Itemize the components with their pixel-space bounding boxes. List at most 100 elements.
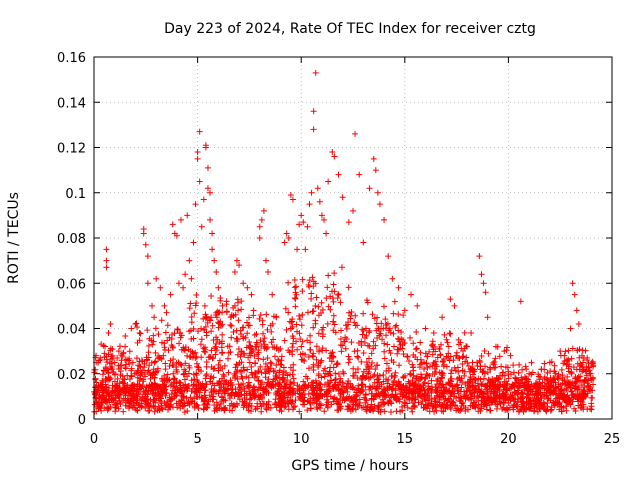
data-point xyxy=(219,349,226,356)
data-point xyxy=(205,398,212,405)
data-point xyxy=(526,370,533,377)
data-point xyxy=(345,219,352,226)
data-point xyxy=(439,314,446,321)
data-point xyxy=(204,185,211,192)
data-point xyxy=(112,404,119,411)
data-point xyxy=(464,379,471,386)
data-point xyxy=(221,387,228,394)
data-point xyxy=(202,311,209,318)
data-point xyxy=(92,366,99,373)
data-point xyxy=(376,372,383,379)
data-point xyxy=(240,404,247,411)
data-point xyxy=(202,142,209,149)
data-point xyxy=(452,367,459,374)
data-point xyxy=(184,373,191,380)
data-point xyxy=(330,327,337,334)
data-point xyxy=(377,409,384,416)
data-point xyxy=(366,386,373,393)
data-point xyxy=(305,354,312,361)
data-point xyxy=(271,368,278,375)
data-point xyxy=(312,377,319,384)
data-point xyxy=(244,284,251,291)
data-point xyxy=(447,402,454,409)
data-point xyxy=(181,366,188,373)
data-point xyxy=(544,378,551,385)
data-point xyxy=(551,400,558,407)
data-point xyxy=(579,389,586,396)
data-point xyxy=(425,380,432,387)
data-point xyxy=(359,372,366,379)
data-point xyxy=(176,388,183,395)
data-point xyxy=(348,308,355,315)
data-point xyxy=(208,293,215,300)
data-point xyxy=(193,383,200,390)
data-point xyxy=(145,367,152,374)
data-point xyxy=(444,339,451,346)
data-point xyxy=(228,379,235,386)
data-point xyxy=(360,310,367,317)
data-point xyxy=(476,253,483,260)
data-point xyxy=(163,389,170,396)
data-point xyxy=(358,358,365,365)
data-point xyxy=(233,257,240,264)
data-point xyxy=(200,345,207,352)
data-point xyxy=(99,371,106,378)
data-point xyxy=(446,330,453,337)
data-point xyxy=(203,381,210,388)
data-point xyxy=(410,403,417,410)
data-point xyxy=(279,375,286,382)
data-point xyxy=(588,406,595,413)
data-point xyxy=(516,361,523,368)
data-point xyxy=(568,388,575,395)
data-point xyxy=(493,405,500,412)
data-point xyxy=(246,322,253,329)
data-point xyxy=(122,356,129,363)
data-point xyxy=(569,280,576,287)
data-point xyxy=(351,373,358,380)
data-point xyxy=(192,302,199,309)
data-point xyxy=(180,393,187,400)
data-point xyxy=(225,355,232,362)
data-point xyxy=(348,339,355,346)
data-point xyxy=(424,392,431,399)
data-point xyxy=(223,298,230,305)
data-point xyxy=(437,352,444,359)
data-point xyxy=(275,347,282,354)
data-point xyxy=(336,404,343,411)
data-point xyxy=(296,316,303,323)
data-point xyxy=(389,275,396,282)
data-point xyxy=(589,381,596,388)
data-point xyxy=(198,354,205,361)
data-point xyxy=(289,344,296,351)
data-point xyxy=(458,395,465,402)
data-point xyxy=(424,364,431,371)
data-point xyxy=(388,357,395,364)
x-tick-label: 20 xyxy=(500,432,517,447)
data-point xyxy=(555,375,562,382)
data-point xyxy=(545,395,552,402)
data-point xyxy=(129,359,136,366)
data-point xyxy=(194,149,201,156)
data-point xyxy=(534,391,541,398)
data-point xyxy=(374,189,381,196)
data-point xyxy=(567,381,574,388)
data-point xyxy=(568,388,575,395)
data-point xyxy=(130,381,137,388)
data-point xyxy=(227,377,234,384)
data-point xyxy=(272,396,279,403)
data-point xyxy=(186,305,193,312)
data-point xyxy=(430,403,437,410)
data-point xyxy=(289,340,296,347)
data-point xyxy=(487,365,494,372)
data-point xyxy=(285,347,292,354)
data-point xyxy=(440,390,447,397)
data-point xyxy=(374,404,381,411)
data-point xyxy=(351,394,358,401)
data-point xyxy=(109,382,116,389)
data-point xyxy=(193,291,200,298)
data-point xyxy=(381,408,388,415)
data-point xyxy=(125,405,132,412)
data-point xyxy=(231,268,238,275)
data-point xyxy=(431,343,438,350)
data-point xyxy=(258,369,265,376)
